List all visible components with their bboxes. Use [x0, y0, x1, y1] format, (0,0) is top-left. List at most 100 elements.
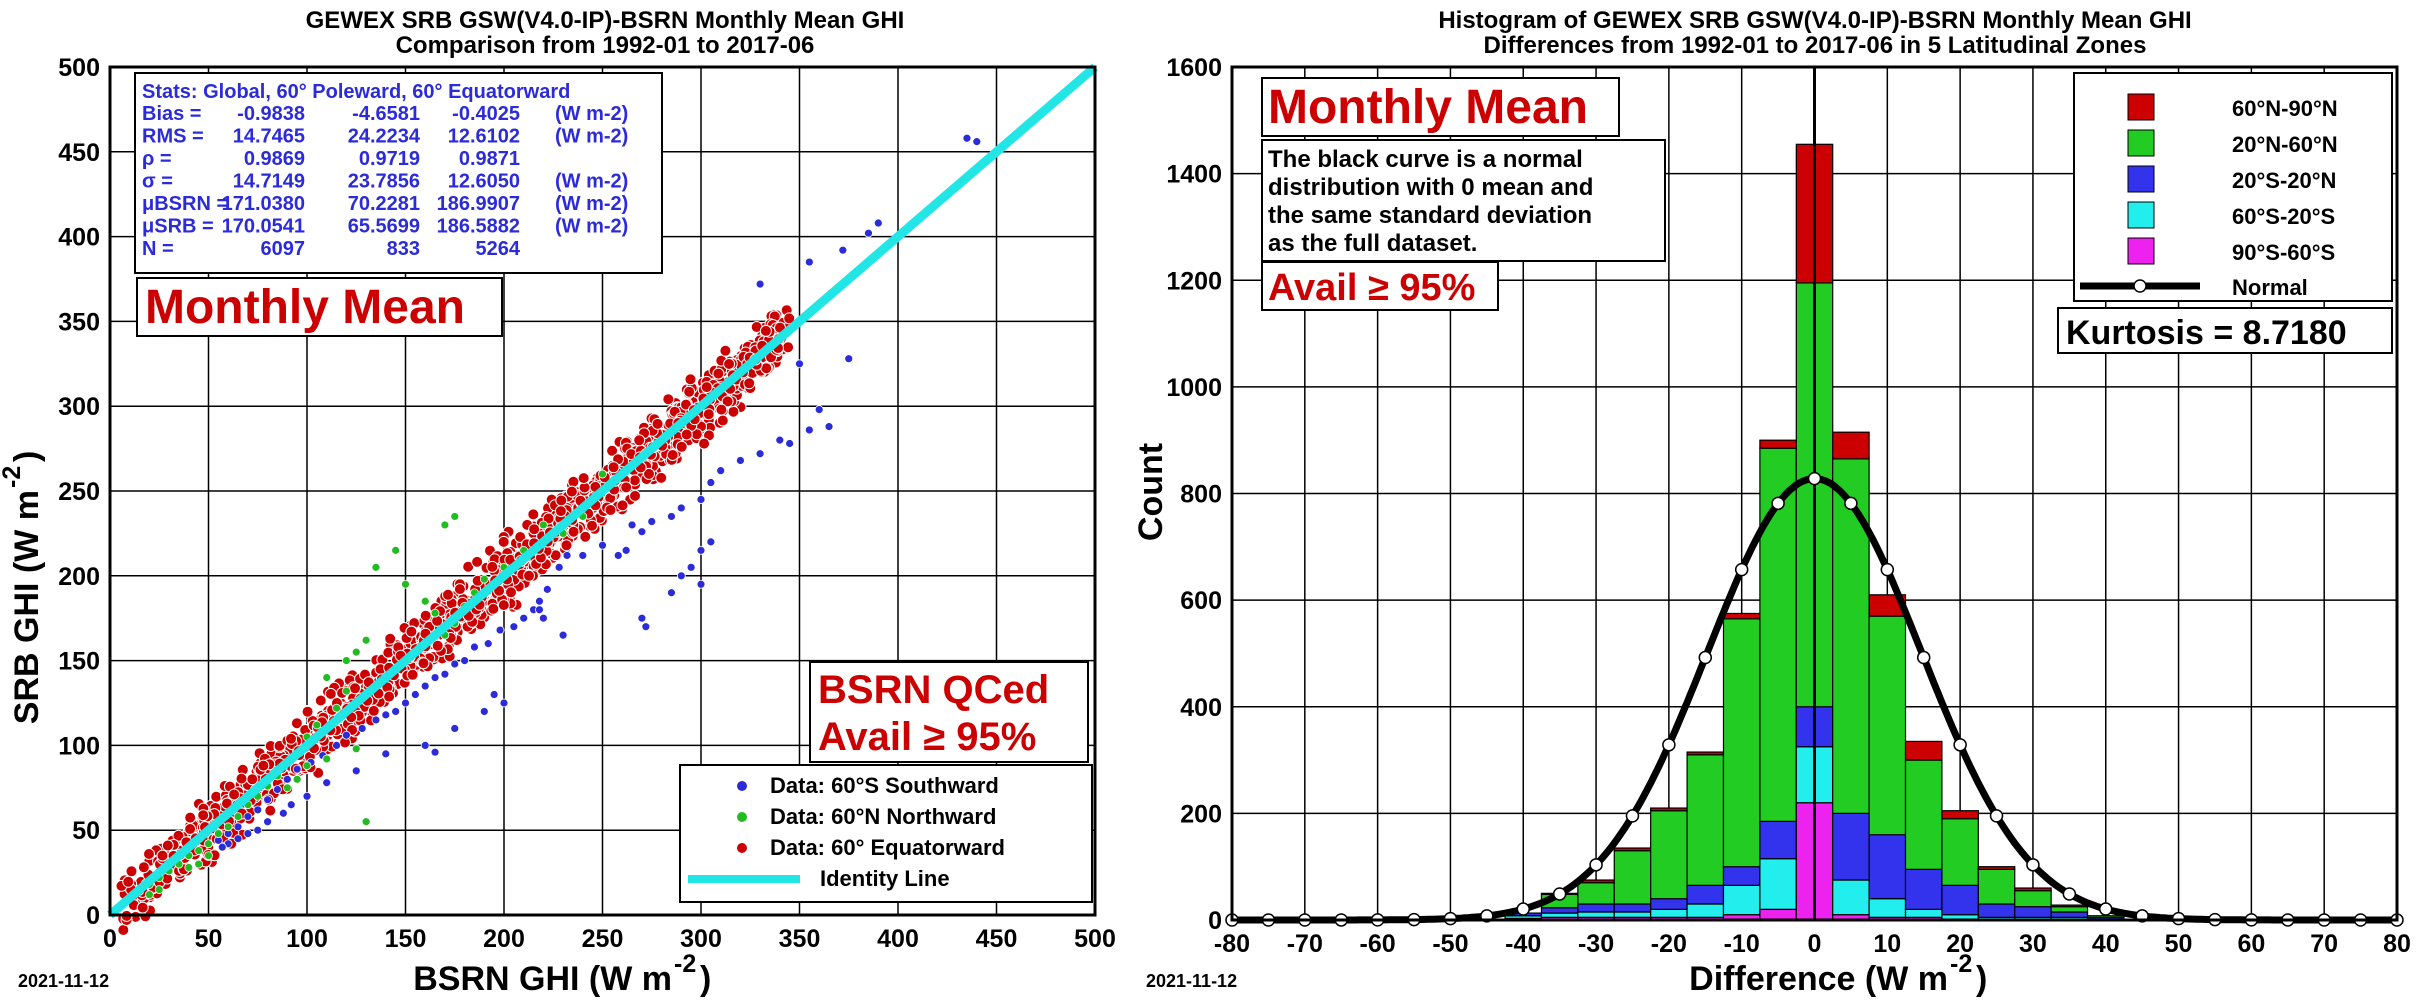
hist-y-tick-label: 600 [1180, 587, 1222, 615]
hist-bar-segment [1722, 866, 1761, 886]
hist-y-axis-label: Count [1132, 443, 1170, 541]
hist-legend-label: 60°N-90°N [2232, 96, 2338, 121]
hist-bar-segment [1832, 458, 1870, 814]
stats-row-value: -0.4025 [452, 103, 520, 125]
hist-avail-box [1261, 261, 1499, 311]
scatter-point-south [430, 673, 440, 682]
hist-bar-segment [1650, 807, 1688, 812]
scatter-point-south [483, 639, 493, 649]
histogram-panel: Histogram of GEWEX SRB GSW(V4.0-IP)-BSRN… [1132, 7, 2411, 998]
scatter-point-equatorward [560, 539, 573, 552]
stats-rows: Bias = -0.9838 -4.6581 -0.4025 (W m-2) RMS = 1… [142, 103, 628, 260]
scatter-point-south [562, 551, 572, 560]
hist-bar-segment [1722, 612, 1761, 620]
hist-legend-box [2073, 72, 2393, 302]
scatter-point-south [696, 545, 706, 555]
stats-row-value: 12.6102 [448, 126, 520, 148]
scatter-point-equatorward [419, 609, 432, 622]
scatter-y-tick-label: 300 [58, 393, 100, 421]
normal-curve-marker [1844, 496, 1858, 511]
normal-curve-marker [2062, 887, 2077, 901]
scatter-point-south [838, 245, 848, 255]
scatter-plot-border [108, 65, 1097, 917]
scatter-x-axis-label: BSRN GHI (W m [413, 960, 672, 998]
scatter-point-south [554, 562, 564, 572]
scatter-point-north [204, 839, 213, 849]
stats-row-value: 6097 [261, 238, 306, 260]
scatter-point-north [322, 673, 332, 682]
stats-row-value: 23.7856 [348, 171, 420, 193]
scatter-point-north [479, 574, 489, 584]
hist-x-tick-label: -50 [1432, 930, 1468, 958]
scatter-y-tick-label: 0 [86, 902, 100, 930]
hist-legend-swatch [2127, 201, 2155, 229]
stats-row-unit: (W m-2) [555, 193, 628, 215]
scatter-identity-line [107, 63, 1098, 919]
scatter-x-tick-label: 250 [582, 925, 624, 953]
scatter-point-north [282, 783, 292, 793]
scatter-x-tick-label: 300 [680, 925, 722, 953]
scatter-point-south [539, 613, 548, 623]
hist-x-tick-label: 80 [2383, 930, 2411, 958]
scatter-point-equatorward [579, 530, 592, 543]
hist-y-tick-label: 1600 [1166, 54, 1222, 82]
scatter-point-south [696, 579, 706, 589]
hist-y-tick-label: 400 [1180, 694, 1222, 722]
scatter-point-equatorward [759, 324, 772, 337]
scatter-point-south [785, 439, 795, 448]
scatter-point-south [233, 834, 243, 844]
stats-row-unit: (W m-2) [555, 171, 628, 193]
scatter-point-equatorward [567, 475, 580, 488]
legend-north-label: Data: 60°N Northward [770, 804, 996, 829]
scatter-point-south [647, 517, 657, 526]
scatter-x-tick-label: 500 [1074, 925, 1116, 953]
scatter-point-south [253, 825, 263, 835]
scatter-point-south [263, 795, 273, 805]
scatter-y-tick-label: 400 [58, 224, 100, 252]
scatter-x-tick-label: 0 [103, 925, 117, 953]
hist-y-tick-label: 1200 [1166, 267, 1222, 295]
scatter-point-south [351, 766, 361, 776]
stats-row-value: 5264 [476, 238, 521, 260]
hist-bar-segment [1941, 884, 1979, 916]
scatter-point-equatorward [586, 519, 598, 532]
kurtosis-label: Kurtosis = 8.7180 [2066, 314, 2347, 352]
scatter-point-equatorward [523, 569, 535, 582]
hist-y-tick-label: 0 [1208, 907, 1222, 935]
hist-date: 2021-11-12 [1146, 971, 1237, 991]
scatter-y-ticks: 0 50 100 150 200 250 300 350 400 450 500 [58, 54, 100, 930]
scatter-y-tick-label: 500 [58, 54, 100, 82]
scatter-point-north [361, 817, 371, 827]
scatter-point-equatorward [383, 690, 396, 703]
hist-legend-label: 60°S-20°S [2232, 204, 2335, 229]
scatter-point-equatorward [565, 485, 578, 498]
scatter-point-south [332, 741, 341, 750]
scatter-point-equatorward [675, 440, 688, 453]
hist-bar-segment [1759, 858, 1797, 910]
hist-bar-segment [1868, 898, 1907, 918]
scatter-point-north [223, 822, 233, 832]
scatter-point-south [322, 778, 332, 788]
hist-legend-label: 20°N-60°N [2232, 132, 2338, 157]
hist-x-axis-label: Difference (W m [1689, 960, 1948, 998]
scatter-point-north [430, 608, 440, 618]
hist-x-tick-label: 70 [2310, 930, 2338, 958]
scatter-point-north [154, 885, 164, 894]
normal-curve-marker [1807, 471, 1822, 486]
scatter-point-equatorward [285, 732, 297, 745]
hist-legend-normal-marker [2133, 279, 2147, 293]
scatter-point-equatorward [417, 657, 430, 670]
scatter-point-equatorward [136, 901, 149, 914]
scatter-point-south [542, 584, 552, 594]
normal-curve-marker [1916, 650, 1931, 665]
scatter-point-south [578, 551, 588, 560]
kurtosis-box [2057, 307, 2393, 354]
scatter-point-south [844, 354, 854, 364]
scatter-point-north [401, 579, 410, 589]
scatter-point-equatorward [156, 849, 169, 862]
normal-curve-marker [2099, 902, 2113, 916]
scatter-point-equatorward [651, 417, 664, 430]
hist-bar-segment [1832, 879, 1870, 916]
hist-x-tick-label: -60 [1360, 930, 1396, 958]
